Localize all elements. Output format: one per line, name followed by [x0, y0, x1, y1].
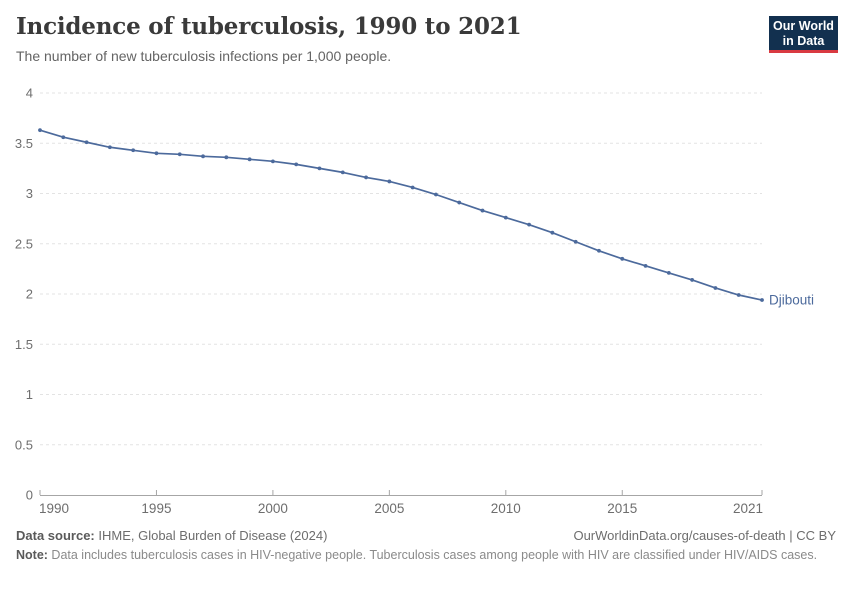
- y-tick-label: 1.5: [15, 337, 33, 352]
- chart-title: Incidence of tuberculosis, 1990 to 2021: [16, 13, 522, 40]
- chart-subtitle: The number of new tuberculosis infection…: [16, 48, 392, 64]
- data-point[interactable]: [84, 140, 89, 145]
- x-tick-label: 1995: [141, 501, 171, 516]
- chart-note: Note: Data includes tuberculosis cases i…: [16, 548, 818, 562]
- x-tick-label: 2015: [607, 501, 637, 516]
- chart-plot-area[interactable]: 0 0.5 1 1.5 2 2.5 3 3.5 4 1990 1995 2000 2005 2010 201…: [0, 0, 850, 530]
- data-point[interactable]: [457, 200, 462, 205]
- data-point[interactable]: [736, 293, 741, 297]
- data-point[interactable]: [38, 128, 42, 133]
- y-tick-label: 2: [26, 287, 33, 302]
- data-point[interactable]: [410, 185, 415, 190]
- x-tick-label: 2010: [491, 501, 521, 516]
- owid-logo-line1: Our World: [773, 19, 834, 33]
- chart-header: Incidence of tuberculosis, 1990 to 2021 …: [16, 13, 740, 64]
- data-point[interactable]: [107, 145, 112, 150]
- x-tick-label: 1990: [39, 501, 69, 516]
- data-point[interactable]: [387, 179, 392, 184]
- series-end-label[interactable]: Djibouti: [769, 293, 814, 308]
- data-point[interactable]: [713, 286, 718, 290]
- data-point[interactable]: [224, 155, 229, 160]
- data-source-label: Data source:: [16, 528, 95, 543]
- data-point[interactable]: [317, 166, 322, 171]
- data-point[interactable]: [573, 239, 578, 244]
- x-tick-label: 2021: [733, 501, 763, 516]
- data-point[interactable]: [760, 298, 764, 302]
- x-tick-label: 2000: [258, 501, 288, 516]
- x-tick-label: 2005: [374, 501, 404, 516]
- data-point[interactable]: [690, 278, 695, 282]
- data-point[interactable]: [177, 152, 182, 157]
- data-point[interactable]: [61, 135, 66, 140]
- data-point[interactable]: [201, 154, 205, 159]
- data-point[interactable]: [271, 159, 275, 164]
- data-point[interactable]: [247, 157, 252, 162]
- y-tick-label: 1: [26, 387, 33, 402]
- owid-logo[interactable]: Our World in Data: [769, 16, 838, 53]
- data-point[interactable]: [340, 170, 345, 175]
- y-tick-label: 2.5: [15, 236, 33, 251]
- data-point[interactable]: [294, 162, 299, 167]
- data-point[interactable]: [480, 208, 485, 213]
- data-line[interactable]: [39, 129, 763, 301]
- data-point[interactable]: [503, 215, 508, 220]
- y-tick-label: 0.5: [15, 437, 33, 452]
- data-point[interactable]: [643, 263, 648, 268]
- data-source-text: Data source: IHME, Global Burden of Dise…: [16, 528, 328, 543]
- data-point[interactable]: [527, 222, 531, 227]
- data-point[interactable]: [434, 192, 438, 197]
- y-tick-label: 4: [26, 86, 33, 101]
- data-point[interactable]: [620, 256, 625, 261]
- data-point[interactable]: [550, 230, 555, 235]
- data-point[interactable]: [666, 270, 671, 275]
- note-label: Note:: [16, 548, 48, 562]
- y-tick-label: 0: [26, 488, 33, 503]
- data-point[interactable]: [597, 248, 601, 253]
- y-tick-label: 3: [26, 186, 33, 201]
- data-point[interactable]: [131, 148, 136, 153]
- y-tick-label: 3.5: [15, 136, 33, 151]
- chart-footer: Data source: IHME, Global Burden of Dise…: [16, 528, 836, 564]
- data-point[interactable]: [154, 151, 159, 156]
- owid-logo-line2: in Data: [782, 33, 825, 48]
- owid-citation-link[interactable]: OurWorldinData.org/causes-of-death | CC …: [573, 528, 836, 543]
- data-point[interactable]: [364, 175, 368, 180]
